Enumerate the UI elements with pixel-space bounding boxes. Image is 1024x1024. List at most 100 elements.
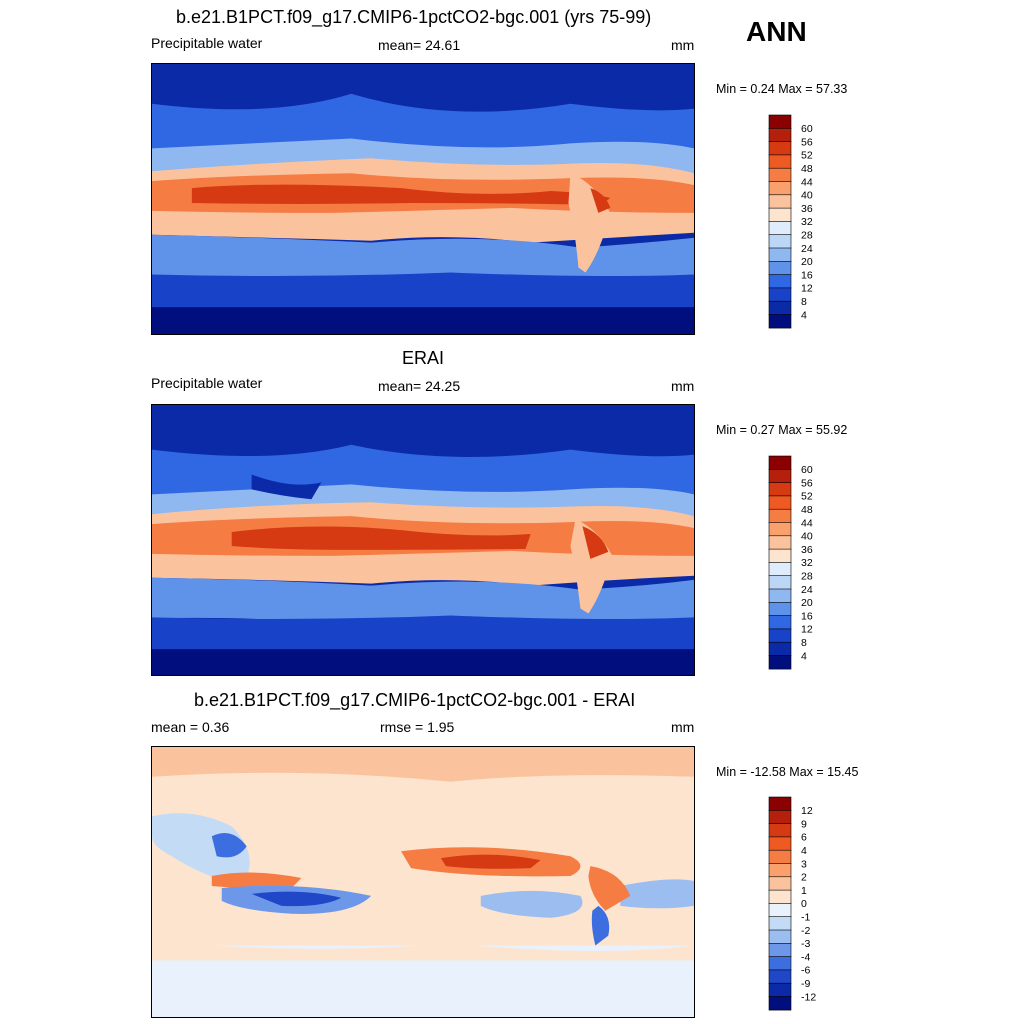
colorbar-tick-label: 2 <box>801 872 807 884</box>
colorbar-swatch <box>768 128 792 143</box>
colorbar-tick-label: 56 <box>801 477 813 489</box>
colorbar-tick-label: 16 <box>801 610 813 622</box>
colorbar-swatch <box>768 588 792 603</box>
colorbar-tick-label: 1 <box>801 885 807 897</box>
colorbar-swatch <box>768 916 792 931</box>
colorbar-swatch <box>768 114 792 129</box>
colorbar-tick-label: 28 <box>801 230 813 242</box>
colorbar-swatch <box>768 943 792 958</box>
colorbar-swatch <box>768 314 792 329</box>
colorbar-swatch <box>768 181 792 196</box>
panel3-mean-label: mean = 0.36 <box>151 719 230 735</box>
colorbar-swatch <box>768 810 792 825</box>
panel2-map <box>151 404 695 676</box>
colorbar-swatch <box>768 849 792 865</box>
colorbar-tick-label: 40 <box>801 531 813 543</box>
colorbar-tick-label: 44 <box>801 176 813 188</box>
colorbar-swatch <box>768 221 792 236</box>
colorbar-swatch <box>768 575 792 590</box>
panel2-units-label: mm <box>671 378 695 394</box>
panel3-minmax-label: Min = -12.58 Max = 15.45 <box>716 765 859 779</box>
colorbar-tick-label: 52 <box>801 491 813 503</box>
colorbar-swatch <box>768 562 792 577</box>
colorbar-tick-label: 32 <box>801 216 813 228</box>
colorbar-tick-label: -3 <box>801 938 810 950</box>
colorbar-tick-label: 60 <box>801 123 813 135</box>
colorbar-swatch <box>768 508 792 524</box>
colorbar-tick-label: -4 <box>801 951 810 963</box>
colorbar-tick-label: 40 <box>801 190 813 202</box>
colorbar-tick-label: 36 <box>801 544 813 556</box>
panel1-variable-label: Precipitable water <box>151 35 263 51</box>
panel1-map <box>151 63 695 335</box>
colorbar-tick-label: 16 <box>801 269 813 281</box>
colorbar-swatch <box>768 300 792 316</box>
colorbar-swatch <box>768 796 792 811</box>
panel3-rmse-label: rmse = 1.95 <box>380 719 455 735</box>
colorbar-swatch <box>768 482 792 497</box>
colorbar-swatch <box>768 655 792 670</box>
colorbar-tick-label: 0 <box>801 898 807 910</box>
panel1-minmax-label: Min = 0.24 Max = 57.33 <box>716 82 848 96</box>
colorbar-swatch <box>768 261 792 276</box>
colorbar-swatch <box>768 469 792 484</box>
panel3-units-label: mm <box>671 719 695 735</box>
colorbar-tick-label: 3 <box>801 858 807 870</box>
colorbar-swatch <box>768 628 792 643</box>
colorbar-swatch <box>768 863 792 878</box>
colorbar-swatch <box>768 274 792 289</box>
colorbar-tick-label: -9 <box>801 978 810 990</box>
colorbar-swatch <box>768 876 792 891</box>
colorbar-tick-label: 4 <box>801 309 807 321</box>
colorbar-swatch <box>768 615 792 630</box>
colorbar-swatch <box>768 548 792 563</box>
colorbar-tick-label: -6 <box>801 965 810 977</box>
colorbar-swatch <box>768 455 792 470</box>
colorbar-tick-label: 12 <box>801 805 813 817</box>
colorbar-tick-label: 60 <box>801 464 813 476</box>
colorbar-tick-label: 8 <box>801 637 807 649</box>
panel2-title: ERAI <box>402 348 445 368</box>
panel2-variable-label: Precipitable water <box>151 375 263 391</box>
colorbar-swatch <box>768 823 792 838</box>
colorbar-tick-label: -2 <box>801 925 810 937</box>
colorbar-swatch <box>768 929 792 944</box>
panel1-colorbar: 60 56 52 48 44 40 36 32 28 24 20 16 12 8 4 <box>768 114 813 329</box>
colorbar-tick-label: 20 <box>801 256 813 268</box>
colorbar-tick-label: 48 <box>801 504 813 516</box>
panel2-minmax-label: Min = 0.27 Max = 55.92 <box>716 423 848 437</box>
colorbar-swatch <box>768 836 792 851</box>
colorbar-swatch <box>768 602 792 617</box>
colorbar-tick-label: 4 <box>801 650 807 662</box>
colorbar-swatch <box>768 234 792 249</box>
panel2-mean-label: mean= 24.25 <box>378 378 461 394</box>
panel3-map <box>151 746 695 1018</box>
colorbar-tick-label: 36 <box>801 203 813 215</box>
colorbar-swatch <box>768 641 792 657</box>
colorbar-tick-label: 12 <box>801 624 813 636</box>
colorbar-swatch <box>768 207 792 222</box>
colorbar-swatch <box>768 287 792 302</box>
colorbar-tick-label: 32 <box>801 557 813 569</box>
colorbar-tick-label: 12 <box>801 283 813 295</box>
colorbar-swatch <box>768 903 792 918</box>
panel1-title: b.e21.B1PCT.f09_g17.CMIP6-1pctCO2-bgc.00… <box>176 7 652 27</box>
colorbar-tick-label: 44 <box>801 517 813 529</box>
colorbar-tick-label: -1 <box>801 912 810 924</box>
colorbar-swatch <box>768 956 792 971</box>
panel2-colorbar: 60 56 52 48 44 40 36 32 28 24 20 16 12 8 4 <box>768 455 813 670</box>
colorbar-tick-label: 8 <box>801 296 807 308</box>
colorbar-tick-label: 52 <box>801 150 813 162</box>
colorbar-tick-label: 24 <box>801 584 813 596</box>
season-label: ANN <box>746 16 807 47</box>
colorbar-swatch <box>768 522 792 537</box>
panel1-mean-label: mean= 24.61 <box>378 37 461 53</box>
colorbar-swatch <box>768 194 792 209</box>
colorbar-tick-label: 28 <box>801 571 813 583</box>
colorbar-tick-label: 48 <box>801 163 813 175</box>
colorbar-swatch <box>768 141 792 156</box>
colorbar-swatch <box>768 154 792 169</box>
colorbar-tick-label: -12 <box>801 991 816 1003</box>
